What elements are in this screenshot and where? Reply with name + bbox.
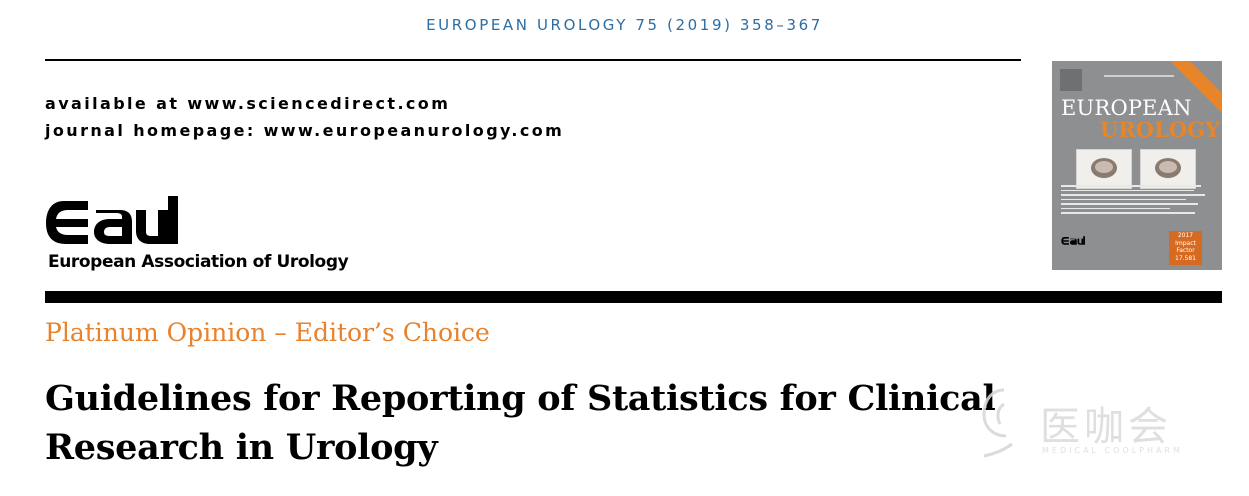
cover-image-left: [1076, 149, 1132, 189]
journal-homepage-link[interactable]: journal homepage: www.europeanurology.co…: [45, 121, 565, 140]
impact-factor-badge: 2017 Impact Factor 17.581: [1169, 231, 1202, 265]
watermark: 医咖会 MEDICAL COOLPHARM: [970, 380, 1210, 470]
watermark-logo-icon: [982, 388, 1013, 458]
watermark-text: 医咖会: [1040, 404, 1172, 450]
cover-title-european: EUROPEAN: [1061, 96, 1192, 120]
cover-issue-line: [1104, 75, 1174, 77]
journal-cover-image[interactable]: EUROPEAN UROLOGY 2017 Impact Factor 17.581: [1052, 61, 1222, 270]
article-title: Guidelines for Reporting of Statistics f…: [45, 378, 996, 468]
header-rule: [45, 59, 1021, 61]
cover-eau-logo: [1061, 231, 1085, 250]
cover-title-urology: UROLOGY: [1100, 117, 1221, 142]
article-category: Platinum Opinion – Editor’s Choice: [45, 318, 490, 347]
elsevier-logo-icon: [1060, 69, 1082, 91]
title-rule: [45, 291, 1222, 303]
sciencedirect-link[interactable]: available at www.sciencedirect.com: [45, 94, 451, 113]
watermark-subtext: MEDICAL COOLPHARM: [1042, 446, 1183, 455]
publisher-name: European Association of Urology: [48, 252, 349, 272]
cover-contents: [1061, 185, 1217, 217]
availability-block: available at www.sciencedirect.com journ…: [45, 90, 564, 144]
cover-image-right: [1140, 149, 1196, 189]
eau-logo: [44, 196, 178, 254]
eau-logo-mark: [46, 196, 178, 244]
journal-header: EUROPEAN UROLOGY 75 (2019) 358–367: [426, 16, 823, 34]
